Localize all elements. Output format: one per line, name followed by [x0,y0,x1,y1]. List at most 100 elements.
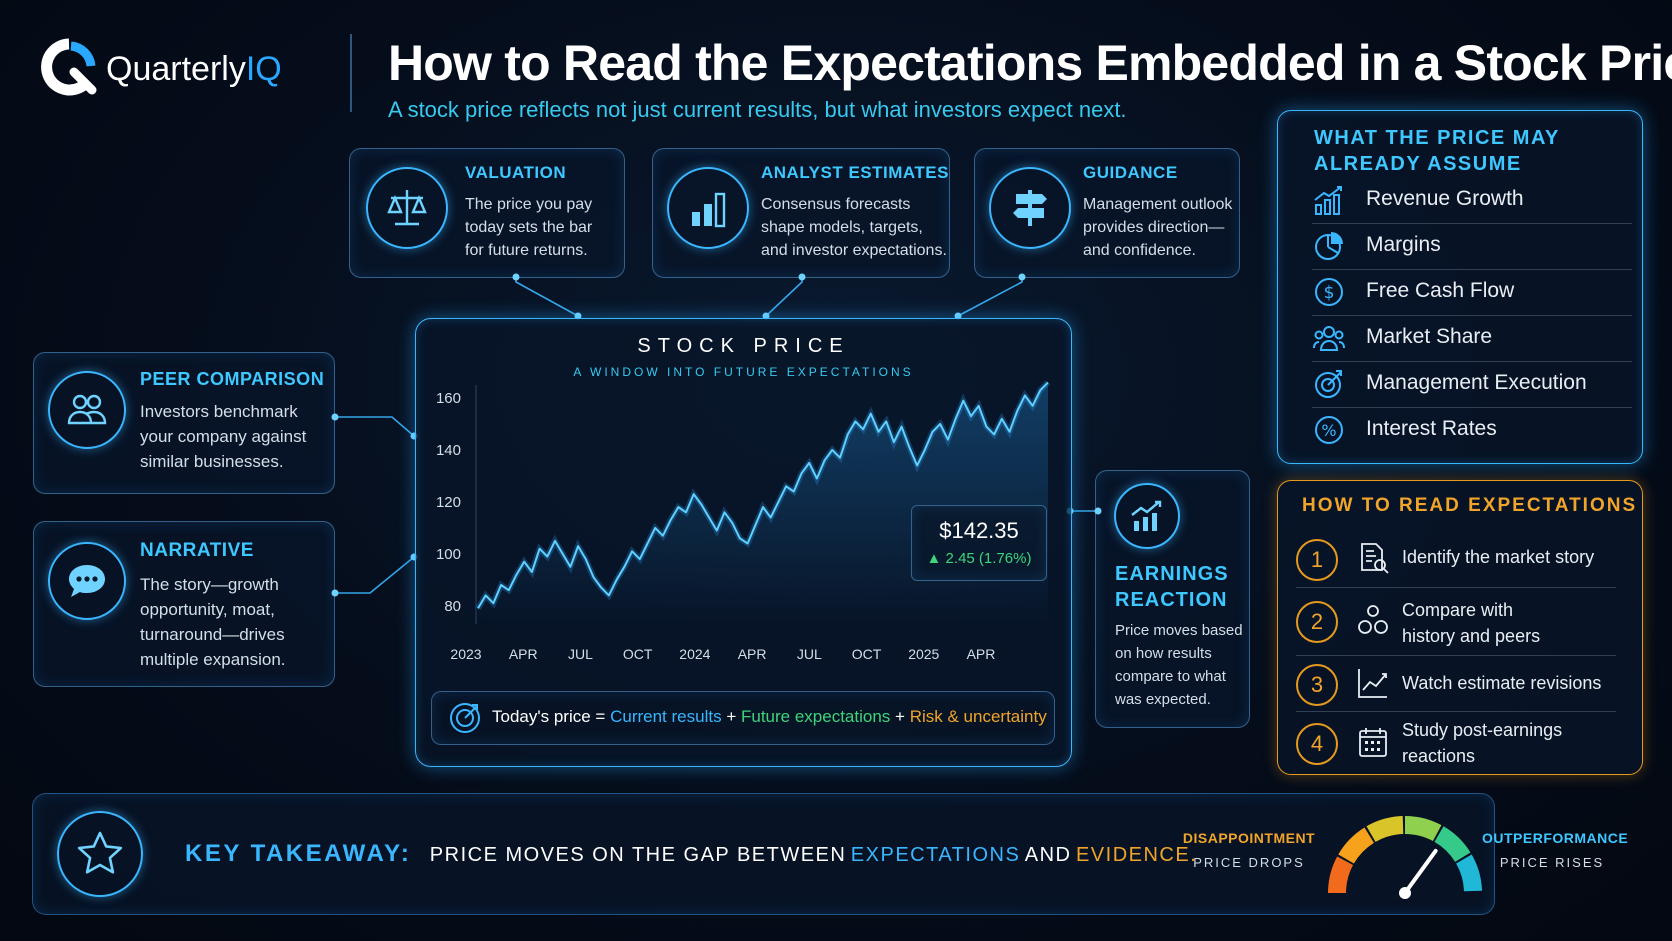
x-tick-label: OCT [623,646,653,662]
assume-label: Interest Rates [1366,417,1497,440]
card-narrative: NARRATIVE The story—growth opportunity, … [33,521,335,687]
signpost-icon [989,167,1071,249]
assume-item: Market Share [1312,315,1632,362]
chart-title: STOCK PRICE [637,335,850,357]
target-icon [1315,370,1342,398]
document-search-icon [1361,543,1389,574]
group-icon [1313,326,1345,351]
chart-subtitle: A WINDOW INTO FUTURE EXPECTATIONS [573,365,914,379]
x-tick-label: JUL [568,646,593,662]
howto-step: 4 Study post-earnings reactions [1296,713,1616,773]
x-tick-label: 2025 [908,646,939,662]
logo-mark-icon [41,38,97,96]
takeaway-evidence: EVIDENCE. [1075,844,1198,866]
takeaway-expectations: EXPECTATIONS [850,844,1021,866]
x-tick-label: APR [738,646,767,662]
assume-item: % Interest Rates [1312,407,1632,453]
card-line: The story—growth [140,575,279,594]
assume-title-line: ALREADY ASSUME [1314,153,1522,175]
x-tick-label: 2023 [450,646,481,662]
stock-price-panel: STOCK PRICE A WINDOW INTO FUTURE EXPECTA… [415,318,1072,767]
brand-logo: QuarterlyIQ [40,38,340,98]
card-line: today sets the bar [465,219,593,236]
page-subtitle: A stock price reflects not just current … [388,97,1127,122]
card-line: Management outlook [1083,196,1233,213]
gauge-right-title: OUTPERFORMANCE [1482,830,1629,846]
svg-text:%: % [1321,421,1336,440]
step-line: Watch estimate revisions [1402,673,1602,693]
assume-item: Management Execution [1312,361,1632,408]
takeaway-label: KEY TAKEAWAY: [185,840,412,867]
formula-plus: + [895,707,905,726]
card-line: turnaround—drives [140,625,285,644]
y-tick-label: 160 [436,390,461,407]
card-guidance: GUIDANCE Management outlook provides dir… [974,148,1240,278]
takeaway-banner: KEY TAKEAWAY: PRICE MOVES ON THE GAP BET… [32,793,1495,915]
assume-item: Margins [1312,223,1632,270]
current-price: $142.35 [939,518,1019,543]
card-peer-comparison: PEER COMPARISON Investors benchmark your… [33,352,335,494]
step-number: 4 [1296,723,1338,765]
step-line: Study post-earnings [1402,720,1563,740]
gauge-right-label: OUTPERFORMANCE PRICE RISES [1482,830,1629,870]
line-chart-icon [1358,669,1387,698]
formula-today: Today's price [492,707,591,726]
step-number: 3 [1296,664,1338,706]
card-line: Price moves based [1115,622,1243,639]
x-tick-label: APR [967,646,996,662]
card-earnings-reaction: EARNINGS REACTION Price moves based on h… [1095,470,1250,728]
card-line: opportunity, moat, [140,600,275,619]
gauge-segment [1366,816,1404,843]
formula-future: Future expectations [740,707,891,726]
calendar-icon [1359,728,1387,757]
howto-step: 1 Identify the market story [1296,533,1616,588]
card-line: multiple expansion. [140,650,286,669]
card-valuation: VALUATION The price you pay today sets t… [349,148,625,278]
formula-equals: = [595,707,606,726]
trend-icon [1114,483,1180,549]
card-title-line: EARNINGS [1115,563,1229,585]
x-tick-label: JUL [797,646,822,662]
price-change: ▲ 2.45 (1.76%) [926,550,1032,567]
gauge-segment [1455,854,1482,892]
assume-label: Market Share [1366,325,1493,348]
gauge-right-sub: PRICE RISES [1499,855,1605,870]
gauge-segment [1404,816,1442,842]
assume-panel: WHAT THE PRICE MAY ALREADY ASSUME Revenu… [1277,110,1643,464]
step-line: reactions [1402,746,1476,766]
page-title: How to Read the Expectations Embedded in… [388,35,1672,91]
card-line: was expected. [1115,691,1211,708]
star-icon [57,811,143,897]
card-line: Consensus forecasts [761,196,911,213]
card-title: GUIDANCE [1083,163,1178,182]
gauge-segment [1328,856,1354,894]
x-tick-label: APR [509,646,538,662]
card-title: ANALYST ESTIMATES [761,163,949,182]
y-tick-label: 80 [444,598,461,615]
price-box: $142.35 ▲ 2.45 (1.76%) [911,505,1047,581]
percent-icon: % [1315,416,1343,444]
gauge-needle [1403,848,1438,895]
expectation-gauge [1328,816,1482,899]
step-number: 2 [1296,601,1338,643]
gauge-hub [1399,887,1411,899]
bar-chart-icon [667,167,749,249]
takeaway-text: PRICE MOVES ON THE GAP BETWEEN [429,844,847,866]
gauge-segment [1434,826,1471,863]
price-area-fill [478,382,1048,624]
howto-title: HOW TO READ EXPECTATIONS [1302,495,1638,516]
assume-label: Management Execution [1366,371,1587,394]
card-line: similar businesses. [140,452,284,471]
gauge-left-label: DISAPPOINTMENT PRICE DROPS [1180,830,1318,870]
takeaway-and: AND [1024,844,1072,866]
pie-icon [1315,232,1343,260]
x-tick-label: 2024 [679,646,710,662]
scale-icon [366,167,448,249]
card-title: PEER COMPARISON [140,369,325,389]
gauge-left-title: DISAPPOINTMENT [1182,830,1316,846]
assume-label: Free Cash Flow [1366,279,1515,302]
card-line: your company against [140,427,307,446]
svg-text:$: $ [1324,283,1335,303]
card-line: shape models, targets, [761,219,923,236]
step-line: Compare with [1402,600,1514,620]
